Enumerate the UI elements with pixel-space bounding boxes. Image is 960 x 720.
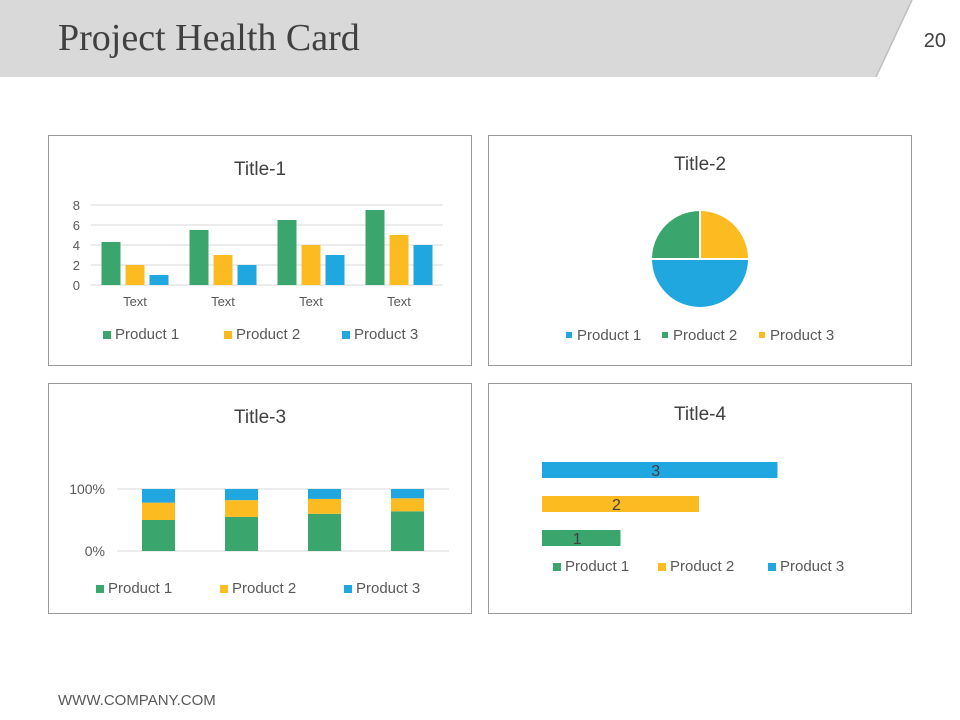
chart-1: Title-1 0 2 4 6 8 Text Text Text Text Product 1 Pro… [73,159,443,343]
stacked-bar-segment [308,498,341,514]
chart-2: Title-2 Product 1 Product 2 Product 3 [566,154,834,344]
x-tick-label: Text [387,294,411,309]
legend-swatch [658,563,666,571]
legend-label: Product 3 [356,580,420,597]
legend-swatch [768,563,776,571]
x-tick-label: Text [211,294,235,309]
y-tick-label: 0% [85,543,105,559]
chart-3: Title-3 0% 100% Product 1 Product 2 Product 3 [69,407,449,597]
y-tick-label: 2 [73,258,80,273]
chart-panel-2: Title-2 Product 1 Product 2 Product 3 [488,135,912,366]
legend-swatch [220,585,228,593]
bar [542,496,699,512]
stacked-bar-segment [391,511,424,551]
bar [149,275,169,285]
chart-title: Title-1 [234,159,286,180]
chart-panel-4: Title-4 1 2 3 Product 1 Product 2 Product 3 [488,383,912,614]
legend-label: Product 1 [108,580,172,597]
bar [101,242,121,285]
legend-swatch [553,563,561,571]
chart-title: Title-4 [674,404,727,425]
stacked-bar-segment [142,489,175,503]
legend-label: Product 3 [780,558,844,575]
stacked-bar-segment [225,489,258,501]
bar [213,255,233,285]
legend-swatch [566,332,572,338]
data-label: 3 [651,463,660,480]
legend-label: Product 2 [673,327,737,344]
stacked-bar-segment [391,489,424,499]
chart-4: Title-4 1 2 3 Product 1 Product 2 Product 3 [542,404,844,575]
bar [389,235,409,285]
legend-label: Product 3 [770,327,834,344]
legend-swatch [759,332,765,338]
pie-slice [699,208,751,260]
stacked-bar-segment [225,516,258,551]
data-label: 2 [612,497,621,514]
legend-swatch [344,585,352,593]
bar [125,265,145,285]
chart-panel-3: Title-3 0% 100% Product 1 Product 2 Product 3 [48,383,472,614]
legend-label: Product 2 [236,326,300,343]
legend-swatch [662,332,668,338]
header-slash [875,0,913,77]
legend-label: Product 1 [565,558,629,575]
header-band [0,0,912,77]
stacked-bar-segment [308,513,341,551]
bar [237,265,257,285]
bar [301,245,321,285]
legend-label: Product 2 [232,580,296,597]
bar [189,230,209,285]
pie-slice [649,208,701,260]
stacked-bar-segment [142,520,175,551]
header-background [0,0,913,77]
header-bar: Project Health Card 20 [0,0,960,77]
chart-title: Title-2 [674,154,726,175]
stacked-bar-segment [225,500,258,517]
legend-swatch [103,331,111,339]
page-number: 20 [923,30,946,52]
footer-url: WWW.COMPANY.COM [58,692,216,709]
bar [413,245,433,285]
data-label: 1 [573,531,582,548]
legend-swatch [224,331,232,339]
y-tick-label: 0 [73,278,80,293]
bar [277,220,297,285]
stacked-bar-segment [308,489,341,499]
y-tick-label: 8 [73,198,80,213]
y-tick-label: 6 [73,218,80,233]
legend-label: Product 1 [115,326,179,343]
bar [325,255,345,285]
stacked-bar-segment [142,502,175,520]
bar [365,210,385,285]
y-tick-label: 4 [73,238,80,253]
legend-swatch [96,585,104,593]
y-tick-label: 100% [69,481,105,497]
stacked-bar-segment [391,498,424,512]
pie-slice [649,258,751,309]
x-tick-label: Text [299,294,323,309]
legend-label: Product 1 [577,327,641,344]
chart-panel-1: Title-1 0 2 4 6 8 Text Text Text Text Product 1 Pro… [48,135,472,366]
legend-swatch [342,331,350,339]
legend-label: Product 3 [354,326,418,343]
x-tick-label: Text [123,294,147,309]
bar [542,530,621,546]
page-title: Project Health Card [58,17,360,59]
chart-title: Title-3 [234,407,286,428]
bar [542,462,778,478]
legend-label: Product 2 [670,558,734,575]
